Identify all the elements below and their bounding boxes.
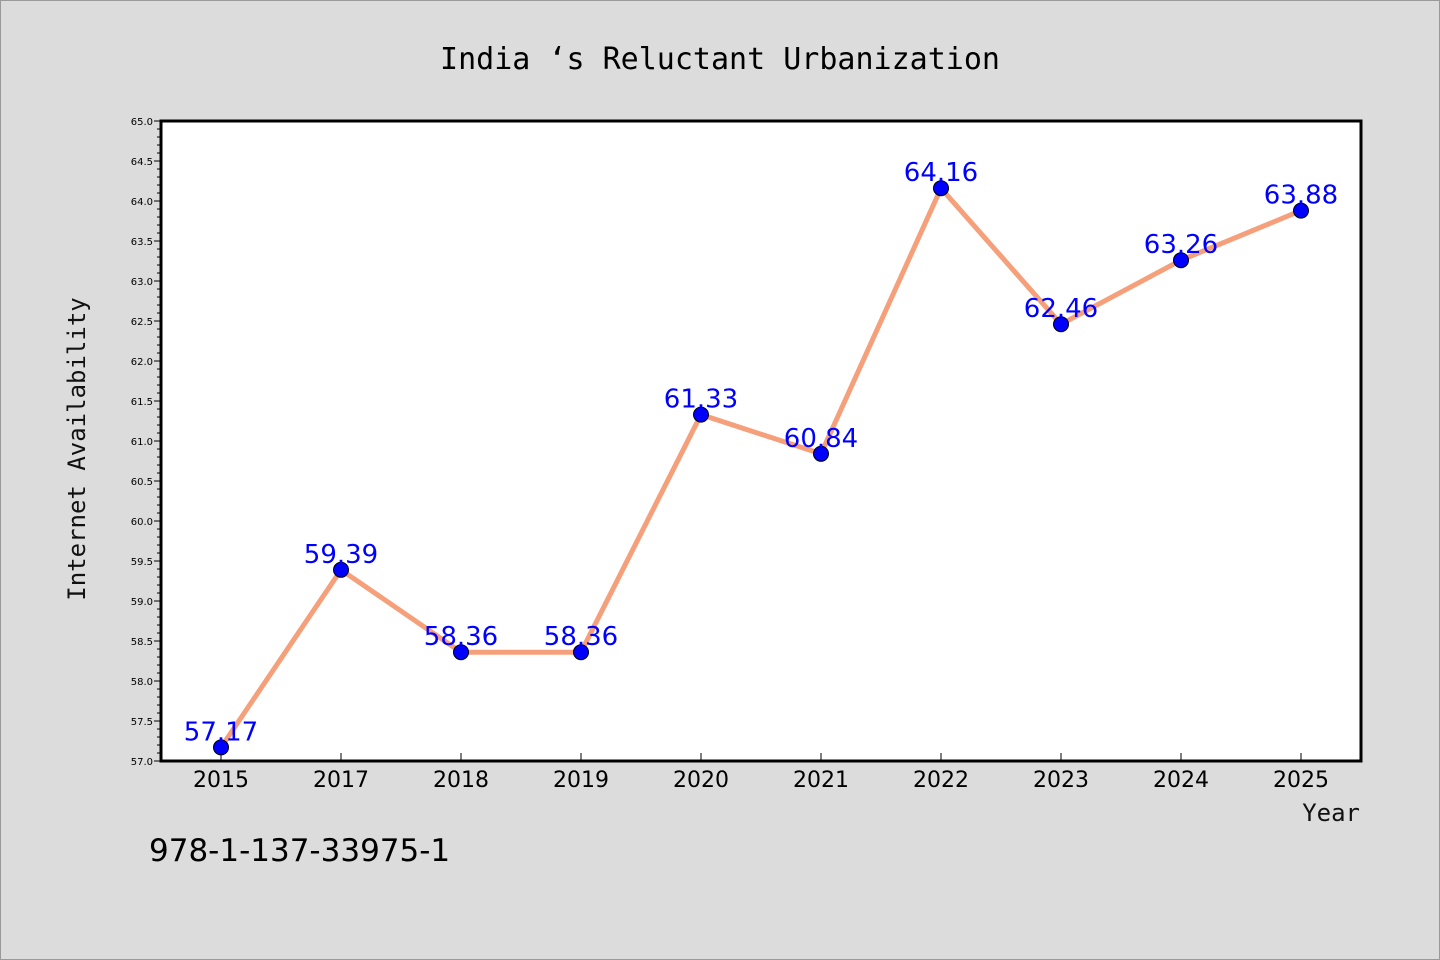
y-tick-label: 60.5 [131,477,153,488]
data-point [1293,202,1309,219]
y-tick-label: 60.0 [131,517,153,528]
data-label: 59.39 [304,540,378,570]
data-label: 61.33 [664,385,738,415]
data-label: 63.26 [1144,230,1218,260]
y-tick-label: 61.0 [131,437,153,448]
x-axis: 2015 2017 2018 2019 2020 2021 2022 2023 2024 2025 [193,753,1329,793]
data-label: 58.36 [424,622,498,652]
y-axis: 57.0 57.5 58.0 58.5 59.0 59.5 60.0 60.5 61.0 61.5… [131,117,161,768]
y-tick-label: 63.5 [131,237,153,248]
data-point [213,739,229,756]
y-tick-label: 59.5 [131,557,153,568]
data-label: 58.36 [544,622,618,652]
x-tick-label: 2017 [313,768,369,793]
y-tick-label: 63.0 [131,277,153,288]
x-tick-label: 2024 [1153,768,1209,793]
x-tick-label: 2022 [913,768,969,793]
y-tick-label: 62.5 [131,317,153,328]
series-line [218,183,1302,749]
y-tick-label: 65.0 [131,117,153,128]
data-point [1173,252,1189,269]
x-tick-label: 2015 [193,768,249,793]
y-tick-label: 58.5 [131,637,153,648]
data-label: 57.17 [184,717,258,747]
chart-title: India ‘s Reluctant Urbanization [440,42,1000,77]
y-tick-label: 57.0 [131,757,153,768]
x-tick-label: 2023 [1033,768,1089,793]
y-tick-label: 64.5 [131,157,153,168]
x-tick-label: 2020 [673,768,729,793]
data-point [333,561,349,578]
data-labels: 57.17 59.39 58.36 58.36 61.33 60.84 64.16 62.46… [184,158,1338,747]
data-label: 62.46 [1024,294,1098,324]
data-label: 64.16 [904,158,978,188]
y-tick-label: 58.0 [131,677,153,688]
data-point [933,180,949,197]
x-tick-label: 2021 [793,768,849,793]
data-label: 63.88 [1264,181,1338,211]
data-point [453,644,469,661]
data-point [693,406,709,423]
data-point [813,445,829,462]
plot-frame [159,119,1363,763]
y-axis-label: Internet Availability [63,297,91,600]
y-tick-label: 59.0 [131,597,153,608]
data-point [573,644,589,661]
data-point [1053,316,1069,333]
y-tick-label: 57.5 [131,717,153,728]
x-axis-label: Year [1302,799,1360,827]
footer-code: 978-1-137-33975-1 [149,833,451,869]
data-label: 60.84 [784,424,858,454]
x-tick-label: 2025 [1273,768,1329,793]
y-tick-label: 62.0 [131,357,153,368]
x-tick-label: 2018 [433,768,489,793]
plot-area [161,121,1361,761]
y-tick-label: 61.5 [131,397,153,408]
x-tick-label: 2019 [553,768,609,793]
series-group [213,180,1309,756]
y-tick-label: 64.0 [131,197,153,208]
